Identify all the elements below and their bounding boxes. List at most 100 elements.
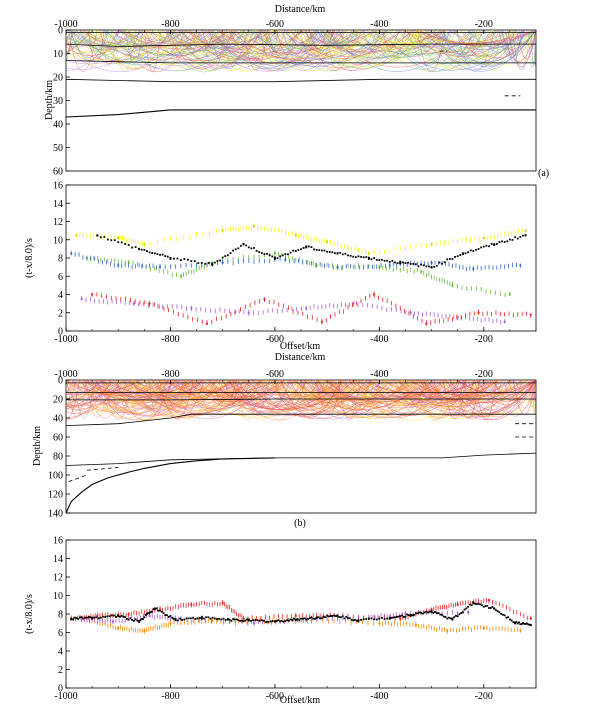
pick-point	[232, 618, 235, 620]
pick-point	[511, 238, 514, 241]
ray	[66, 30, 73, 57]
ray	[250, 30, 317, 67]
interface-line	[66, 109, 536, 118]
y-tick-label: 10	[53, 591, 63, 602]
ray	[66, 380, 75, 394]
pick-point	[244, 619, 247, 622]
pick-point	[279, 620, 282, 623]
pick-point	[404, 262, 407, 265]
pick-point	[488, 245, 490, 248]
data-point	[487, 599, 491, 602]
series-4	[91, 291, 532, 326]
ray	[327, 380, 424, 408]
y-tick-label: 6	[58, 272, 63, 283]
data-point	[143, 243, 146, 246]
ray	[113, 380, 176, 404]
pick-point	[485, 244, 488, 247]
pick-point	[256, 619, 259, 622]
ray	[342, 30, 494, 44]
pick-point	[412, 263, 415, 265]
ray	[368, 380, 505, 404]
y-tick-label: 2	[58, 308, 63, 319]
pick-point	[461, 611, 464, 614]
ray	[289, 30, 399, 59]
pick-point	[239, 619, 241, 622]
data-point	[461, 252, 464, 255]
pick-point	[219, 259, 221, 262]
data-point	[456, 603, 459, 606]
ray	[316, 30, 356, 45]
pick-point	[432, 612, 435, 614]
ray	[201, 380, 300, 409]
pick-point	[120, 241, 123, 244]
ray	[169, 30, 292, 61]
pick-point	[151, 610, 154, 613]
data-point	[519, 629, 522, 632]
pick-point	[300, 248, 302, 251]
ray	[217, 30, 369, 60]
ray	[182, 380, 286, 399]
ray	[155, 30, 210, 72]
pick-point	[79, 616, 81, 619]
pick-point	[407, 261, 409, 264]
x-tick-label: -200	[475, 334, 493, 345]
x-tick-label: -800	[161, 369, 179, 380]
pick-point	[467, 251, 470, 254]
data-point	[336, 614, 339, 617]
pick-point	[491, 606, 494, 608]
pick-point	[326, 614, 329, 617]
pick-point	[153, 252, 156, 255]
pick-point	[373, 618, 376, 621]
series-3	[80, 295, 506, 325]
pick-point	[345, 615, 348, 618]
ray	[310, 30, 345, 60]
data-point	[467, 611, 470, 614]
pick-point	[414, 612, 417, 615]
y-tick-label: 14	[53, 554, 63, 565]
ray	[316, 380, 392, 402]
plot-body	[70, 597, 532, 634]
y-tick-label: 14	[53, 199, 63, 210]
pick-point	[395, 616, 398, 618]
pick-point	[298, 619, 301, 622]
ray	[336, 30, 418, 65]
ray	[166, 30, 235, 68]
pick-point	[293, 617, 295, 620]
ray	[66, 380, 157, 406]
pick-point	[370, 258, 373, 261]
ray	[306, 380, 449, 404]
pick-point	[232, 249, 235, 252]
pick-point	[95, 616, 98, 619]
ray	[66, 30, 182, 48]
ray	[66, 380, 206, 397]
pick-point	[516, 622, 519, 625]
pick-point	[442, 615, 445, 618]
ray	[66, 380, 144, 395]
ray	[82, 380, 211, 410]
data-point	[524, 229, 527, 232]
ray	[449, 380, 481, 408]
ray	[66, 30, 78, 42]
pick-point	[484, 605, 487, 608]
ray	[463, 30, 498, 48]
data-point	[430, 608, 433, 611]
data-point	[70, 617, 73, 620]
series-1	[85, 250, 511, 298]
pick-point	[99, 236, 102, 239]
pick-point	[350, 618, 353, 621]
ray	[66, 380, 78, 396]
ray	[505, 30, 522, 63]
pick-point	[209, 617, 212, 620]
pick-point	[164, 614, 167, 616]
pick-point	[82, 617, 85, 620]
data-point	[75, 234, 78, 237]
ray	[82, 30, 232, 54]
pick-point	[465, 607, 468, 610]
ray	[280, 380, 341, 418]
pick-point	[456, 255, 459, 258]
pick-point	[213, 261, 216, 264]
ray	[302, 30, 403, 50]
ray	[372, 380, 418, 394]
pick-point	[519, 623, 522, 626]
